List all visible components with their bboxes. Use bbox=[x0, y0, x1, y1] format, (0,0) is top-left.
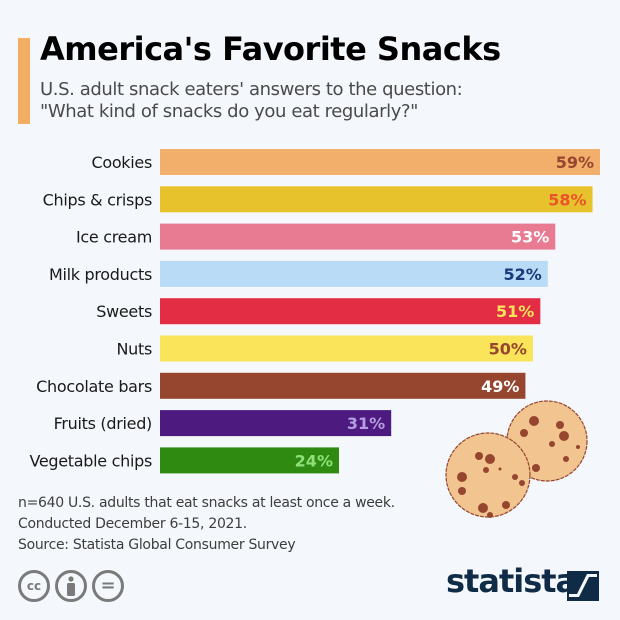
category-label: Ice cream bbox=[76, 228, 152, 247]
bar bbox=[160, 447, 339, 474]
data-label: 51% bbox=[496, 302, 534, 321]
bar bbox=[160, 410, 392, 437]
chart-title: America's Favorite Snacks bbox=[40, 30, 501, 68]
bar-chart: Cookies 59% Chips & crisps 58% Ice cream 53% M… bbox=[29, 149, 600, 474]
person-icon bbox=[67, 576, 75, 596]
data-label: 31% bbox=[347, 414, 385, 433]
data-label: 49% bbox=[481, 377, 519, 396]
cc-icon[interactable]: cc bbox=[18, 570, 50, 602]
subtitle-line-1: U.S. adult snack eaters' answers to the … bbox=[40, 79, 463, 100]
category-label: Nuts bbox=[116, 340, 152, 359]
category-label: Milk products bbox=[49, 265, 152, 284]
bar bbox=[160, 223, 556, 250]
subtitle-line-2: "What kind of snacks do you eat regularl… bbox=[40, 101, 419, 122]
date-note: Conducted December 6-15, 2021. bbox=[18, 516, 247, 532]
sample-note: n=640 U.S. adults that eat snacks at lea… bbox=[18, 495, 395, 511]
category-label: Fruits (dried) bbox=[54, 414, 152, 433]
cookies-illustration-icon bbox=[445, 400, 588, 518]
data-label: 59% bbox=[556, 153, 594, 172]
attribution-icon[interactable] bbox=[55, 570, 87, 602]
chart-subtitle: U.S. adult snack eaters' answers to the … bbox=[40, 79, 463, 123]
no-derivatives-icon[interactable]: = bbox=[92, 570, 124, 602]
category-label: Chips & crisps bbox=[43, 190, 152, 209]
data-label: 52% bbox=[503, 265, 541, 284]
bar bbox=[160, 186, 593, 213]
category-label: Sweets bbox=[96, 302, 152, 321]
title-accent-bar bbox=[18, 38, 30, 124]
category-label: Vegetable chips bbox=[29, 451, 152, 470]
bar bbox=[160, 260, 548, 287]
category-label: Chocolate bars bbox=[36, 377, 152, 396]
data-label: 53% bbox=[511, 228, 549, 247]
category-label: Cookies bbox=[91, 153, 152, 172]
bar bbox=[160, 372, 526, 399]
chart-notes: n=640 U.S. adults that eat snacks at lea… bbox=[18, 493, 395, 556]
data-label: 24% bbox=[295, 451, 333, 470]
statista-logo-mark-icon bbox=[567, 571, 599, 601]
bar bbox=[160, 298, 541, 325]
source-note: Source: Statista Global Consumer Survey bbox=[18, 537, 296, 553]
statista-logo[interactable]: statista bbox=[446, 562, 577, 600]
bar bbox=[160, 335, 533, 362]
data-label: 50% bbox=[489, 340, 527, 359]
data-label: 58% bbox=[548, 190, 586, 209]
bar bbox=[160, 149, 600, 175]
